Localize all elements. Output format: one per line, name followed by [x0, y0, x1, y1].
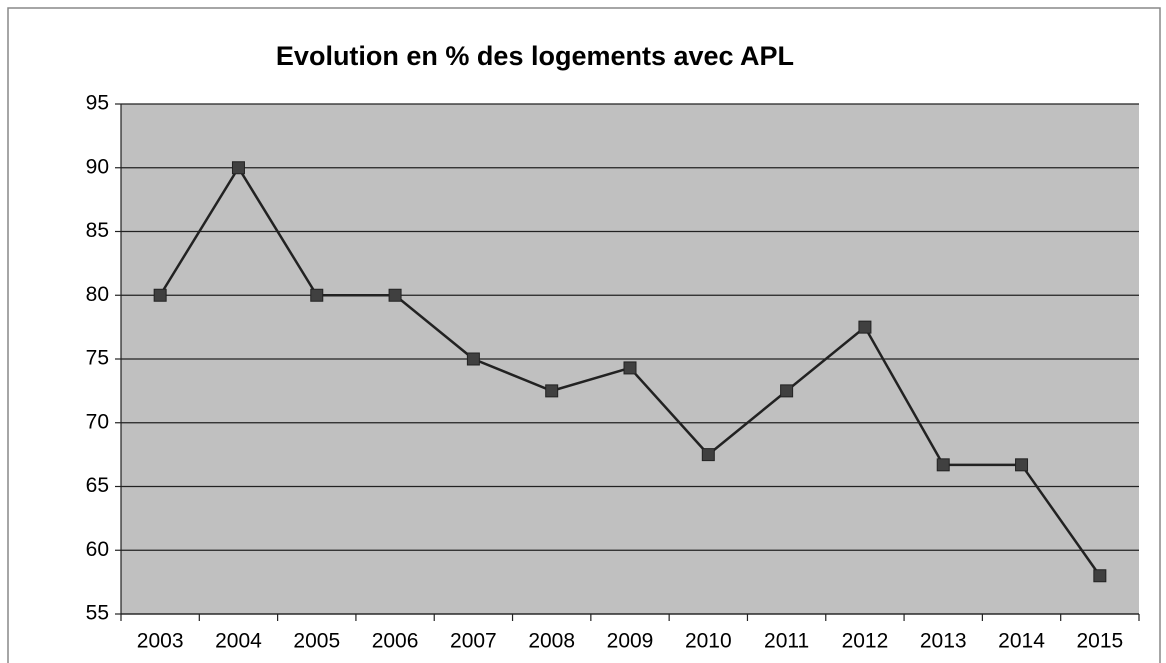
x-tick-label: 2006 [372, 630, 419, 653]
marker [231, 161, 245, 175]
marker [780, 384, 794, 398]
marker [310, 288, 324, 302]
y-tick-label: 65 [86, 474, 109, 497]
y-tick-label: 75 [86, 347, 109, 370]
x-tick-label: 2010 [685, 630, 732, 653]
marker [936, 458, 950, 472]
x-tick-label: 2008 [528, 630, 575, 653]
marker [1093, 569, 1107, 583]
x-tick-label: 2012 [842, 630, 889, 653]
x-tick-label: 2005 [293, 630, 340, 653]
y-tick-label: 90 [86, 155, 109, 178]
y-tick-label: 55 [86, 602, 109, 625]
y-tick-label: 95 [86, 92, 109, 115]
y-tick-label: 70 [86, 410, 109, 433]
x-tick-label: 2009 [607, 630, 654, 653]
marker [623, 361, 637, 375]
y-tick-label: 80 [86, 283, 109, 306]
x-tick-label: 2013 [920, 630, 967, 653]
marker [701, 448, 715, 462]
marker [545, 384, 559, 398]
marker [153, 288, 167, 302]
x-tick-label: 2015 [1076, 630, 1123, 653]
marker [388, 288, 402, 302]
y-tick-label: 60 [86, 538, 109, 561]
marker [858, 320, 872, 334]
x-tick-label: 2003 [137, 630, 184, 653]
marker [1015, 458, 1029, 472]
chart-title: Evolution en % des logements avec APL [276, 41, 794, 71]
x-tick-label: 2007 [450, 630, 497, 653]
x-tick-label: 2014 [998, 630, 1045, 653]
x-tick-label: 2004 [215, 630, 262, 653]
x-tick-label: 2011 [764, 630, 809, 653]
marker [466, 352, 480, 366]
y-tick-label: 85 [86, 219, 109, 242]
